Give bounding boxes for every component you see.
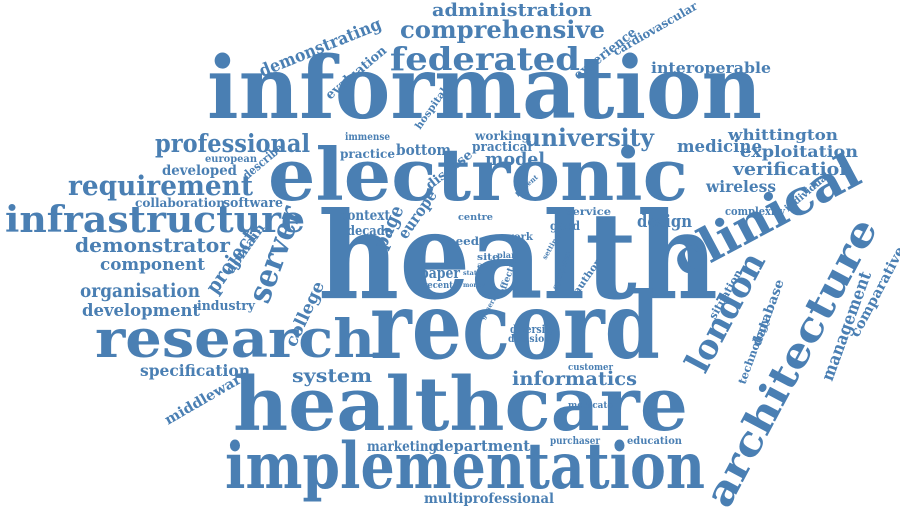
word-software: software bbox=[223, 196, 283, 211]
word-department: department bbox=[434, 437, 530, 455]
word-administration: administration bbox=[432, 0, 592, 21]
word-design: design bbox=[637, 212, 692, 232]
word-professional: professional bbox=[155, 129, 310, 158]
word-good: good bbox=[550, 219, 581, 233]
word-medicine: medicine bbox=[677, 137, 762, 157]
word-collaboration: collaboration bbox=[135, 196, 225, 210]
word-informatics: informatics bbox=[512, 368, 637, 390]
word-work: work bbox=[504, 232, 534, 243]
word-marketing: marketing bbox=[367, 439, 437, 455]
word-customer: customer bbox=[568, 363, 613, 373]
word-money: money bbox=[463, 282, 485, 289]
word-research: research bbox=[95, 309, 375, 370]
word-healthcare: healthcare bbox=[233, 362, 688, 448]
word-health: health bbox=[318, 186, 718, 327]
word-decade: decade bbox=[347, 224, 392, 239]
word-centre: centre bbox=[458, 213, 493, 223]
word-practical: practical bbox=[472, 140, 532, 155]
word-diversity: diversity bbox=[510, 323, 556, 336]
word-bottom: bottom bbox=[396, 141, 451, 159]
word-state: state bbox=[463, 270, 481, 277]
word-european: european bbox=[205, 154, 258, 165]
word-developed: developed bbox=[162, 163, 237, 179]
word-university: university bbox=[524, 123, 655, 152]
word-acc: acc bbox=[477, 260, 495, 270]
word-paper: paper bbox=[420, 264, 461, 282]
word-electronic: electronic bbox=[268, 132, 688, 217]
word-interoperable: interoperable bbox=[651, 59, 771, 77]
word-whittington: whittington bbox=[727, 126, 838, 144]
word-model: model bbox=[485, 149, 545, 170]
word-immense: immense bbox=[345, 132, 390, 143]
word-practice: practice bbox=[340, 147, 395, 161]
word-wireless: wireless bbox=[705, 177, 776, 196]
word-exploitation: exploitation bbox=[740, 142, 858, 161]
word-multiprofessional: multiprofessional bbox=[424, 491, 554, 507]
word-component: component bbox=[100, 255, 205, 275]
word-medicate: medicate bbox=[568, 401, 613, 411]
word-industry: industry bbox=[197, 299, 255, 314]
word-information: information bbox=[207, 38, 762, 139]
word-service: service bbox=[566, 207, 611, 218]
word-site: site bbox=[477, 253, 499, 263]
word-development: development bbox=[82, 301, 200, 321]
word-demonstrator: demonstrator bbox=[75, 233, 230, 257]
word-implementation: implementation bbox=[225, 429, 705, 504]
word-federated: federated bbox=[390, 40, 580, 78]
word-infrastructure: infrastructure bbox=[5, 199, 305, 241]
word-recent: recent bbox=[423, 281, 454, 291]
word-organisation: organisation bbox=[80, 280, 200, 302]
word-system: system bbox=[292, 365, 372, 387]
word-working: working bbox=[474, 129, 531, 143]
word-specification: specification bbox=[140, 361, 250, 380]
word-context: context bbox=[340, 208, 390, 224]
word-decision: decision bbox=[508, 334, 552, 345]
word-record: record bbox=[370, 272, 660, 380]
word-complexity: complexity bbox=[725, 205, 786, 218]
word-education: education bbox=[627, 436, 683, 447]
word-comprehensive: comprehensive bbox=[400, 15, 605, 44]
word-plan: plan bbox=[497, 250, 517, 260]
word-requirement: requirement bbox=[68, 171, 254, 202]
word-need: need bbox=[447, 235, 479, 248]
word-purchaser: purchaser bbox=[550, 436, 601, 447]
word-verification: verification bbox=[732, 159, 853, 180]
